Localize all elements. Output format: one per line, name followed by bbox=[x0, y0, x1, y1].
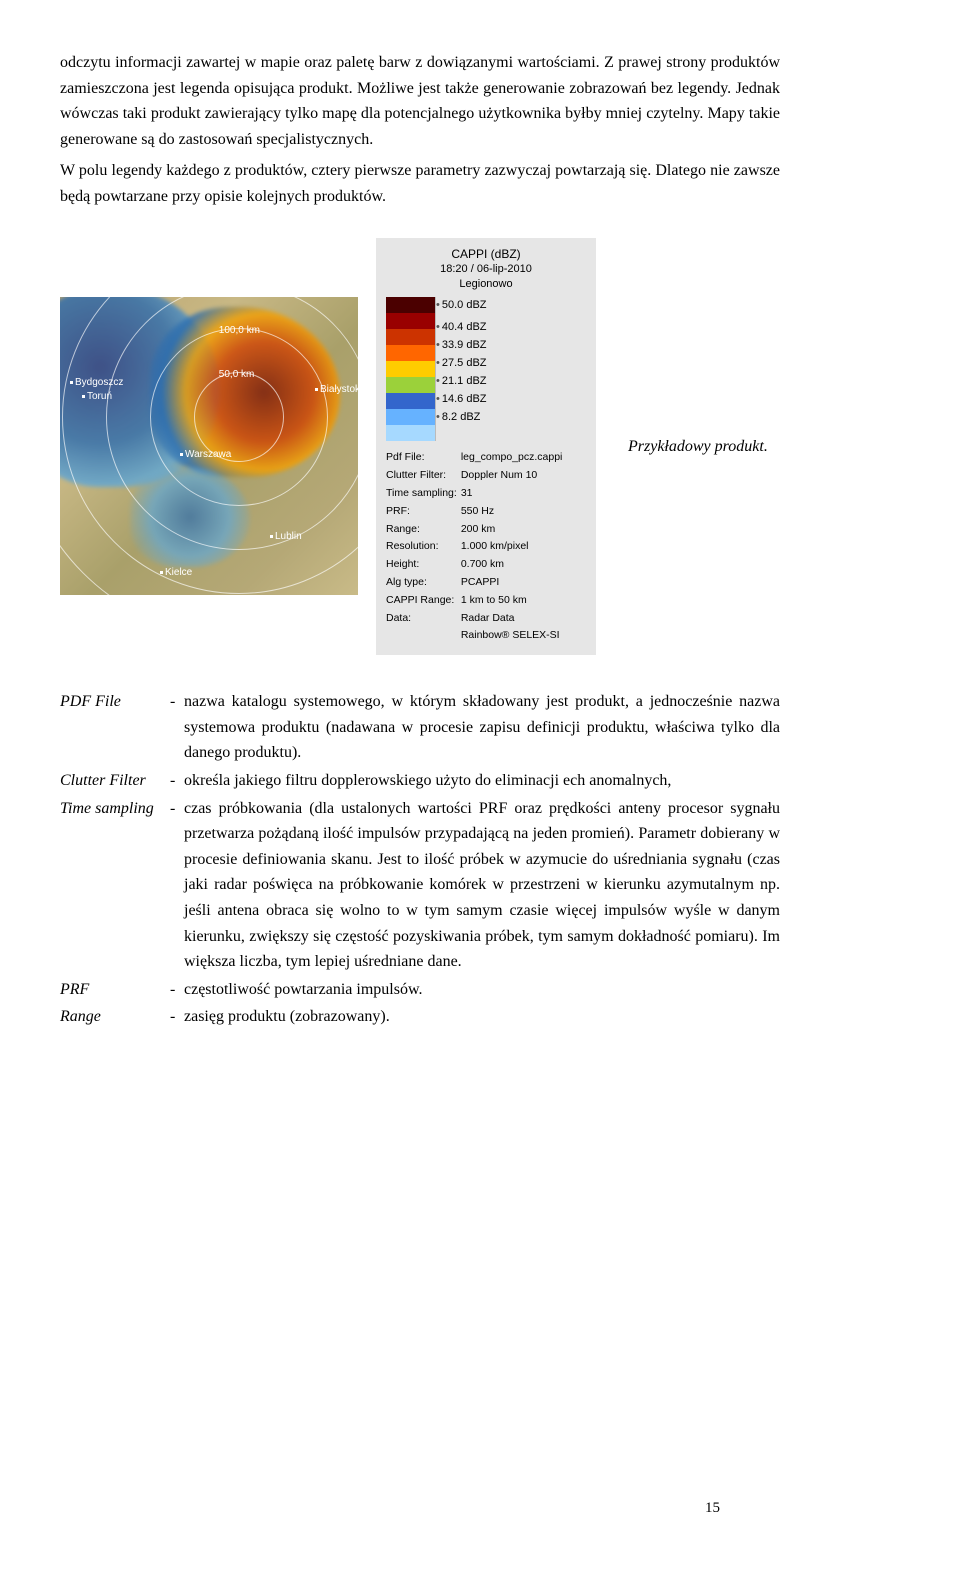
legend-ticks: •50.0 dBZ•40.4 dBZ•33.9 dBZ•27.5 dBZ•21.… bbox=[436, 297, 586, 441]
legend-metadata: Pdf File:leg_compo_pcz.cappiClutter Filt… bbox=[376, 441, 596, 645]
term-range: Range bbox=[60, 1004, 170, 1030]
legend-title: CAPPI (dBZ) bbox=[382, 246, 590, 262]
legend-timestamp: 18:20 / 06-lip-2010 bbox=[382, 262, 590, 277]
term-prf: PRF bbox=[60, 977, 170, 1003]
term-clutter-filter: Clutter Filter bbox=[60, 768, 170, 794]
figure-row: 50,0 km100,0 km150,0 km200,0 km250,0 km … bbox=[60, 238, 780, 656]
term-pdf-file: PDF File bbox=[60, 689, 170, 715]
legend-colorbar bbox=[386, 297, 436, 441]
term-time-sampling: Time sampling bbox=[60, 796, 170, 822]
figure-caption: Przykładowy produkt. bbox=[628, 434, 768, 460]
intro-paragraph-2: W polu legendy każdego z produktów, czte… bbox=[60, 158, 780, 209]
intro-paragraph-1: odczytu informacji zawartej w mapie oraz… bbox=[60, 50, 780, 152]
legend-station: Legionowo bbox=[382, 277, 590, 292]
definitions-block: PDF File - nazwa katalogu systemowego, w… bbox=[60, 689, 780, 1030]
page-number: 15 bbox=[705, 1496, 720, 1520]
legend-panel: CAPPI (dBZ) 18:20 / 06-lip-2010 Legionow… bbox=[376, 238, 596, 656]
radar-map: 50,0 km100,0 km150,0 km200,0 km250,0 km … bbox=[60, 297, 358, 595]
